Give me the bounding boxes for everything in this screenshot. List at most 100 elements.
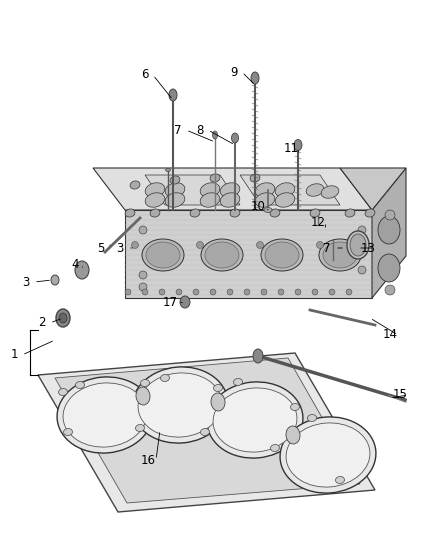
Ellipse shape	[253, 349, 263, 363]
Ellipse shape	[378, 216, 400, 244]
Circle shape	[176, 289, 182, 295]
Text: 12: 12	[311, 215, 325, 229]
Ellipse shape	[310, 209, 320, 217]
Ellipse shape	[365, 209, 375, 217]
Ellipse shape	[59, 313, 67, 323]
Polygon shape	[55, 358, 360, 503]
Ellipse shape	[75, 261, 89, 279]
Circle shape	[131, 241, 138, 248]
Ellipse shape	[213, 388, 297, 452]
Ellipse shape	[170, 176, 180, 184]
Ellipse shape	[207, 382, 303, 458]
Ellipse shape	[220, 193, 240, 207]
Circle shape	[227, 289, 233, 295]
Ellipse shape	[306, 184, 324, 196]
Circle shape	[139, 271, 147, 279]
Ellipse shape	[190, 209, 200, 217]
Text: 11: 11	[283, 141, 299, 155]
Circle shape	[312, 289, 318, 295]
Ellipse shape	[63, 383, 147, 447]
Circle shape	[142, 289, 148, 295]
Circle shape	[139, 226, 147, 234]
Circle shape	[193, 289, 199, 295]
Ellipse shape	[180, 296, 190, 308]
Ellipse shape	[125, 209, 135, 217]
Ellipse shape	[250, 174, 260, 182]
Text: 13: 13	[360, 241, 375, 254]
Polygon shape	[145, 175, 240, 205]
Ellipse shape	[265, 242, 299, 268]
Circle shape	[210, 289, 216, 295]
Ellipse shape	[135, 424, 145, 432]
Ellipse shape	[347, 231, 369, 259]
Ellipse shape	[75, 382, 85, 389]
Polygon shape	[125, 210, 372, 298]
Ellipse shape	[286, 423, 370, 487]
Ellipse shape	[57, 377, 153, 453]
Ellipse shape	[132, 367, 228, 443]
Ellipse shape	[270, 209, 280, 217]
Ellipse shape	[136, 387, 150, 405]
Ellipse shape	[145, 193, 165, 207]
Circle shape	[278, 289, 284, 295]
Text: 7: 7	[174, 124, 182, 136]
Ellipse shape	[251, 72, 259, 84]
Ellipse shape	[56, 309, 70, 327]
Ellipse shape	[307, 415, 317, 422]
Ellipse shape	[142, 239, 184, 271]
Text: 15: 15	[392, 389, 407, 401]
Ellipse shape	[290, 403, 300, 410]
Ellipse shape	[212, 131, 218, 139]
Ellipse shape	[201, 239, 243, 271]
Circle shape	[295, 289, 301, 295]
Circle shape	[197, 241, 204, 248]
Text: 7: 7	[323, 241, 331, 254]
Ellipse shape	[205, 242, 239, 268]
Text: 6: 6	[141, 69, 149, 82]
Circle shape	[139, 283, 147, 291]
Ellipse shape	[213, 384, 223, 392]
Ellipse shape	[286, 426, 300, 444]
Ellipse shape	[378, 254, 400, 282]
Text: 16: 16	[141, 454, 155, 466]
Text: 3: 3	[22, 276, 30, 288]
Ellipse shape	[220, 183, 240, 197]
Ellipse shape	[345, 209, 355, 217]
Ellipse shape	[319, 239, 361, 271]
Ellipse shape	[233, 378, 243, 385]
Ellipse shape	[230, 209, 240, 217]
Text: 2: 2	[38, 317, 46, 329]
Text: 10: 10	[251, 200, 265, 214]
Ellipse shape	[200, 193, 220, 207]
Ellipse shape	[275, 183, 295, 197]
Ellipse shape	[255, 193, 275, 207]
Ellipse shape	[160, 375, 170, 382]
Ellipse shape	[165, 183, 185, 197]
Circle shape	[358, 266, 366, 274]
Text: 3: 3	[117, 241, 124, 254]
Ellipse shape	[130, 181, 140, 189]
Ellipse shape	[275, 193, 295, 207]
Polygon shape	[38, 353, 375, 512]
Ellipse shape	[64, 429, 73, 435]
Circle shape	[159, 289, 165, 295]
Ellipse shape	[294, 140, 302, 150]
Circle shape	[244, 289, 250, 295]
Ellipse shape	[210, 174, 220, 182]
Ellipse shape	[350, 234, 366, 256]
Polygon shape	[340, 168, 406, 210]
Ellipse shape	[264, 207, 272, 213]
Ellipse shape	[336, 477, 345, 483]
Circle shape	[329, 289, 335, 295]
Text: 9: 9	[230, 66, 238, 78]
Text: 17: 17	[162, 296, 177, 310]
Ellipse shape	[51, 275, 59, 285]
Text: 5: 5	[97, 241, 105, 254]
Text: 14: 14	[382, 328, 398, 342]
Ellipse shape	[146, 242, 180, 268]
Ellipse shape	[169, 89, 177, 101]
Text: 8: 8	[196, 124, 204, 136]
Polygon shape	[93, 168, 372, 210]
Circle shape	[385, 210, 395, 220]
Ellipse shape	[145, 183, 165, 197]
